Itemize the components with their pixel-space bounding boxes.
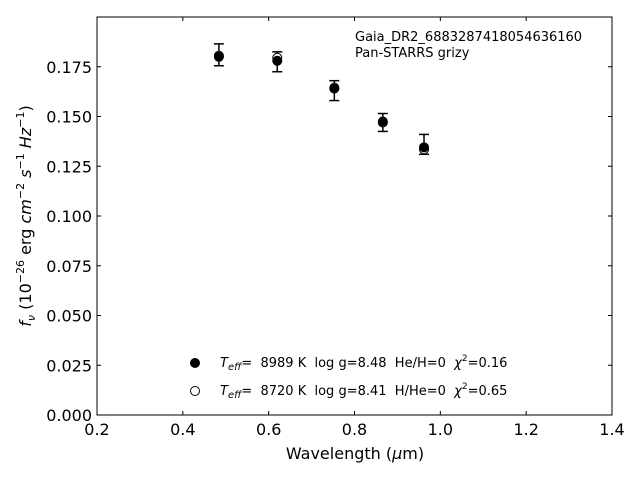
legend-marker-open (190, 386, 200, 396)
x-tick-label: 0.8 (342, 420, 367, 439)
x-tick-label: 0.4 (170, 420, 195, 439)
y-tick-label: 0.075 (46, 257, 92, 276)
legend-label-open: Teff= 8720 K log g=8.41 H/He=0 χ2=0.65 (220, 382, 507, 401)
y-tick-label: 0.125 (46, 157, 92, 176)
x-tick-label: 0.6 (256, 420, 281, 439)
x-tick-label: 1.4 (599, 420, 624, 439)
y-axis-label: fν (10−26 erg cm−2 s−1 Hz−1) (14, 105, 38, 326)
point-filled (329, 83, 340, 94)
annotation-survey: Pan-STARRS grizy (355, 46, 470, 61)
y-tick-label: 0.025 (46, 356, 92, 375)
x-tick-label: 1.2 (513, 420, 538, 439)
point-filled (272, 55, 283, 66)
x-axis-label: Wavelength (μm) (286, 444, 424, 463)
y-tick-label: 0.175 (46, 58, 92, 77)
annotation-source: Gaia_DR2_6883287418054636160 (355, 30, 582, 45)
y-tick-label: 0.100 (46, 207, 92, 226)
legend: Teff= 8989 K log g=8.48 He/H=0 χ2=0.16 T… (190, 354, 507, 401)
y-tick-label: 0.000 (46, 406, 92, 425)
x-tick-label: 0.2 (84, 420, 109, 439)
point-filled (213, 51, 224, 62)
y-tick-label: 0.150 (46, 108, 92, 127)
axis-ticks: 0.2 0.4 0.6 0.8 1.0 1.2 1.4 0.000 0.025 0.050 0.07… (46, 17, 625, 439)
point-filled (419, 142, 430, 153)
y-tick-label: 0.050 (46, 307, 92, 326)
x-tick-label: 1.0 (428, 420, 453, 439)
point-filled (377, 116, 388, 127)
legend-marker-filled (190, 358, 200, 368)
data-points (213, 50, 430, 155)
legend-label-filled: Teff= 8989 K log g=8.48 He/H=0 χ2=0.16 (220, 354, 507, 373)
